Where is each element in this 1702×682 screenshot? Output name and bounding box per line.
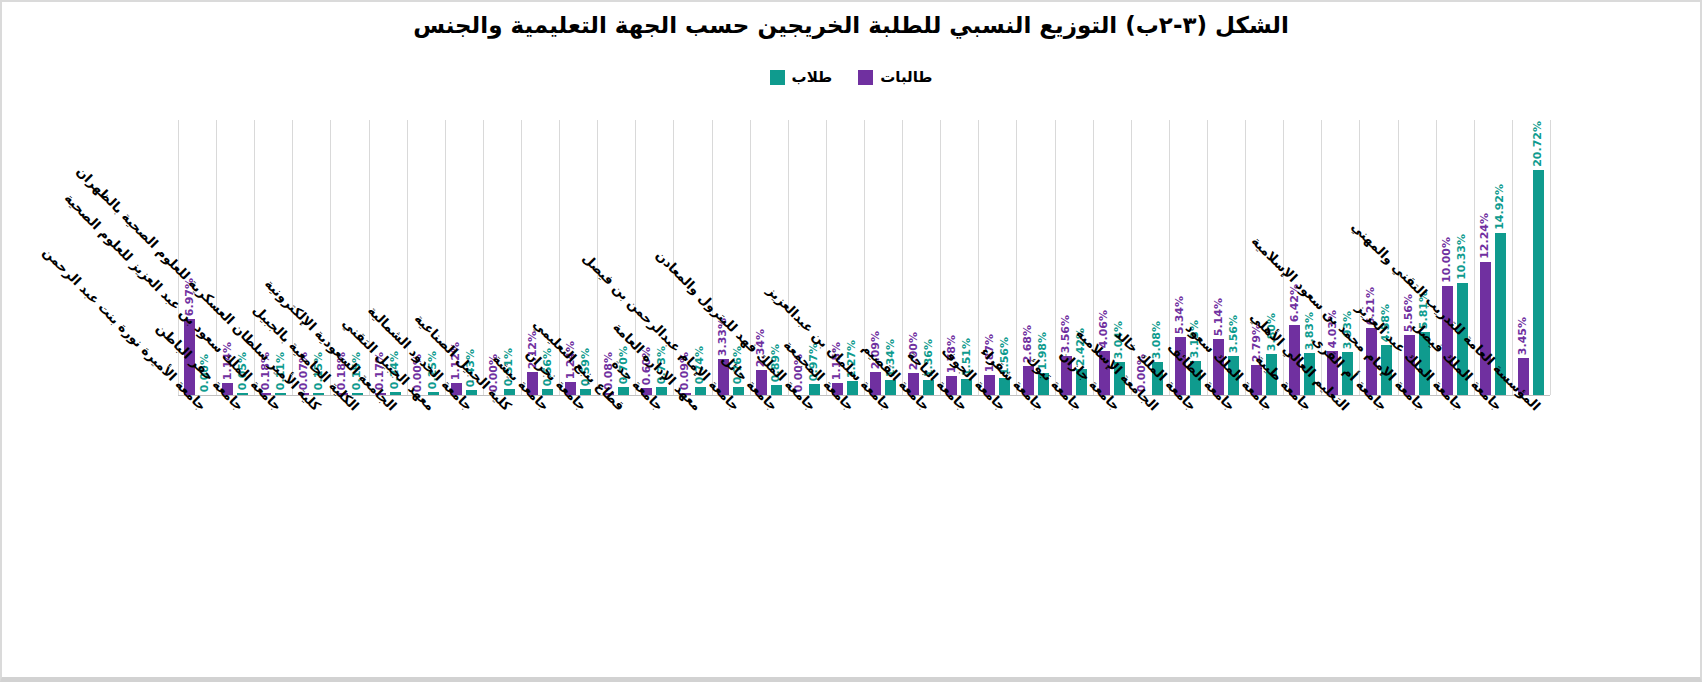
- bar-female-students: [1480, 262, 1491, 395]
- bar-value-label: 10.33%: [1455, 234, 1469, 280]
- bar-value-label: 20.72%: [1531, 121, 1545, 167]
- bar-value-label: 3.08%: [1150, 321, 1164, 359]
- legend-swatch-females-icon: [858, 70, 873, 85]
- bar-value-label: 5.14%: [1212, 298, 1226, 336]
- bar-value-label: 12.24%: [1478, 213, 1492, 259]
- bar-group: 0.08%0.70%قطاع ينبع التعليمي: [597, 120, 635, 395]
- bar-male-students: [1533, 170, 1544, 395]
- legend-item-males: طلاب: [770, 68, 833, 86]
- legend-label-males: طلاب: [792, 68, 833, 86]
- gridline: [1550, 120, 1551, 395]
- bar-value-label: 14.92%: [1493, 184, 1507, 230]
- legend: طلاب طالبات: [2, 68, 1700, 86]
- bar-value-label: 10.00%: [1440, 237, 1454, 283]
- bar-value-label: 3.56%: [1227, 315, 1241, 353]
- chart-title: الشكل (٣-٢ب) التوزيع النسبي للطلبة الخري…: [2, 12, 1700, 38]
- bar-male-students: [771, 385, 782, 395]
- chart-frame: الشكل (٣-٢ب) التوزيع النسبي للطلبة الخري…: [0, 0, 1702, 682]
- plot-area: 6.97%0.00%جامعة الأميرة نورة بنت عبد الر…: [178, 120, 1550, 396]
- legend-label-females: طالبات: [880, 68, 932, 86]
- bar-value-label: 3.45%: [1516, 317, 1530, 355]
- legend-item-females: طالبات: [858, 68, 932, 86]
- bar-group: 3.45%20.72%المؤسسة العامة للتدريب التقني…: [1512, 120, 1550, 395]
- legend-swatch-males-icon: [770, 70, 785, 85]
- bar-male-students: [618, 387, 629, 395]
